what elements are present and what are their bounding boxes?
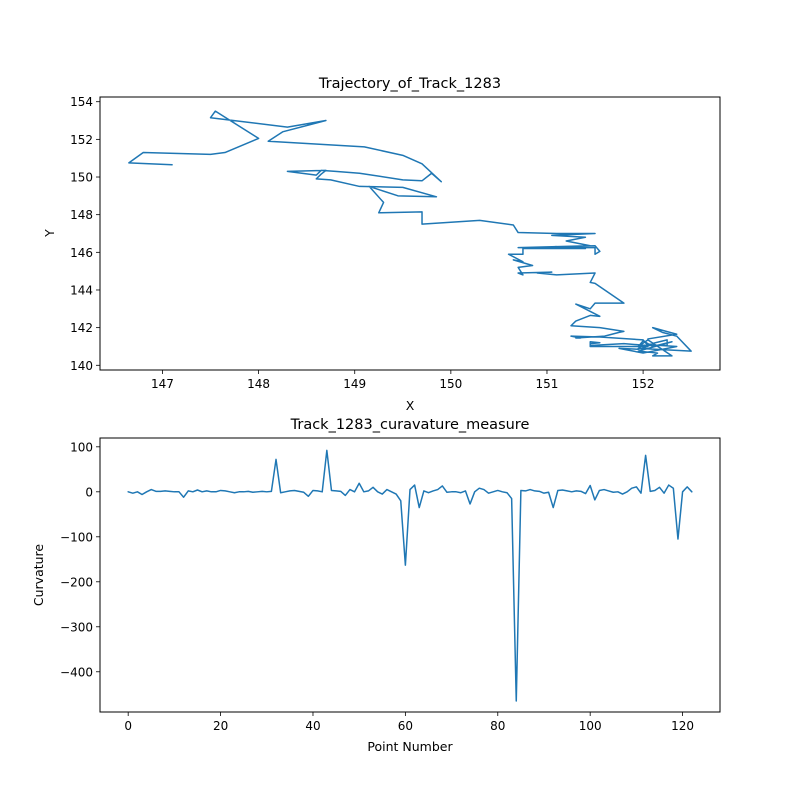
trajectory-y-tick-label: 150 [70, 171, 93, 185]
trajectory-y-tick-label: 142 [70, 321, 93, 335]
curvature-plot-area [127, 449, 693, 702]
trajectory-chart: Trajectory_of_Track_1283 147 148 149 150 151… [42, 76, 721, 413]
trajectory-series-line [128, 110, 692, 357]
curvature-y-axis-label: Curvature [31, 544, 46, 607]
curvature-x-tick-label: 60 [398, 719, 413, 733]
trajectory-x-tick-label: 152 [632, 377, 655, 391]
curvature-y-tick-label: −400 [60, 665, 93, 679]
trajectory-y-axis-label: Y [42, 229, 57, 238]
trajectory-x-tick-label: 149 [343, 377, 366, 391]
trajectory-y-tick-label: 144 [70, 283, 93, 297]
trajectory-x-ticks: 147 148 149 150 151 152 [151, 370, 655, 391]
curvature-x-tick-label: 20 [213, 719, 228, 733]
trajectory-y-tick-label: 154 [70, 95, 93, 109]
curvature-x-axis-label: Point Number [367, 739, 453, 754]
curvature-series-line [127, 449, 693, 702]
curvature-x-tick-label: 0 [124, 719, 132, 733]
curvature-chart: Track_1283_curavature_measure 0 20 40 60 80 1… [31, 417, 721, 754]
trajectory-x-tick-label: 147 [151, 377, 174, 391]
curvature-y-tick-label: 0 [85, 485, 93, 499]
trajectory-y-tick-label: 140 [70, 359, 93, 373]
curvature-axes-frame [99, 437, 721, 713]
trajectory-x-tick-label: 150 [439, 377, 462, 391]
trajectory-plot-area [128, 110, 692, 357]
curvature-y-ticks: 100 0 −100 −200 −300 −400 [60, 440, 100, 679]
trajectory-y-ticks: 140 142 144 146 148 150 152 154 [70, 95, 100, 373]
curvature-x-tick-label: 40 [305, 719, 320, 733]
trajectory-x-tick-label: 151 [536, 377, 559, 391]
trajectory-title: Trajectory_of_Track_1283 [318, 76, 501, 92]
curvature-y-tick-label: −100 [60, 530, 93, 544]
trajectory-x-tick-label: 148 [247, 377, 270, 391]
trajectory-x-axis-label: X [406, 398, 415, 413]
curvature-y-tick-label: −200 [60, 575, 93, 589]
curvature-x-tick-label: 80 [490, 719, 505, 733]
curvature-x-tick-label: 100 [579, 719, 602, 733]
trajectory-y-tick-label: 148 [70, 208, 93, 222]
curvature-title: Track_1283_curavature_measure [290, 417, 530, 433]
curvature-y-tick-label: −300 [60, 620, 93, 634]
trajectory-y-tick-label: 146 [70, 246, 93, 260]
curvature-y-tick-label: 100 [70, 440, 93, 454]
trajectory-y-tick-label: 152 [70, 133, 93, 147]
curvature-x-ticks: 0 20 40 60 80 100 120 [124, 712, 694, 733]
curvature-x-tick-label: 120 [671, 719, 694, 733]
trajectory-axes-frame [99, 96, 721, 371]
